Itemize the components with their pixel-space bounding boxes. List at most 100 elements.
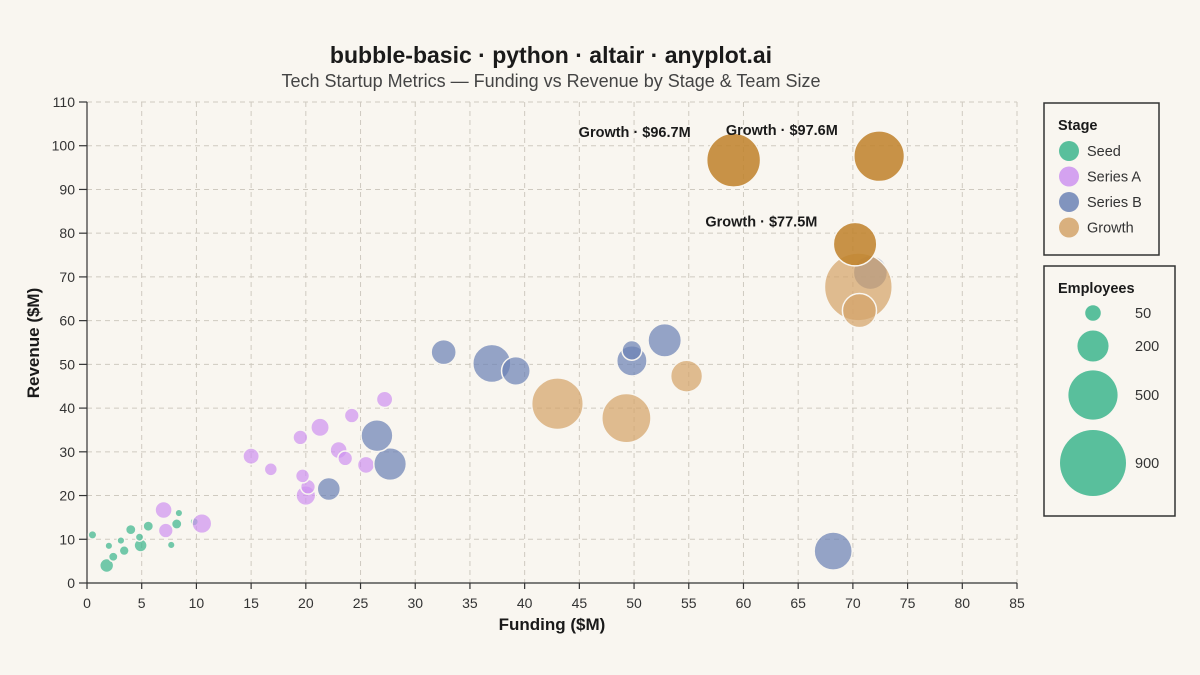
size-legend-label: 900 <box>1135 456 1159 472</box>
y-tick-label: 30 <box>59 444 75 460</box>
x-tick-label: 65 <box>790 595 806 611</box>
bubble-point[interactable] <box>157 522 174 539</box>
x-tick-label: 75 <box>900 595 916 611</box>
bubble-point[interactable] <box>116 536 126 546</box>
bubble-point[interactable] <box>373 446 408 482</box>
stage-legend-swatch <box>1059 141 1079 161</box>
bubble-point[interactable] <box>343 407 360 424</box>
bubble-point[interactable] <box>705 132 762 188</box>
x-tick-label: 35 <box>462 595 478 611</box>
stage-legend-label: Seed <box>1087 144 1121 160</box>
y-tick-label: 110 <box>53 94 76 110</box>
bubble-point[interactable] <box>813 531 853 571</box>
y-tick-label: 80 <box>59 225 75 241</box>
size-legend-title: Employees <box>1058 281 1135 297</box>
series-seed <box>87 508 200 574</box>
y-tick-label: 50 <box>59 356 75 372</box>
y-tick-label: 20 <box>59 488 75 504</box>
y-tick-label: 10 <box>59 531 75 547</box>
bubble-point[interactable] <box>621 339 643 361</box>
size-legend-label: 50 <box>1135 306 1151 322</box>
series-growth <box>530 130 906 444</box>
stage-legend: Stage Seed Series A Series B Growth <box>1043 102 1160 256</box>
bubble-point[interactable] <box>142 520 155 533</box>
y-axis-title: Revenue ($M) <box>24 288 43 399</box>
bubble-point[interactable] <box>170 518 183 530</box>
y-tick-label: 0 <box>67 575 75 591</box>
y-tick-label: 70 <box>59 269 75 285</box>
bubble-point[interactable] <box>118 544 130 557</box>
x-tick-label: 70 <box>845 595 861 611</box>
x-tick-label: 25 <box>353 595 369 611</box>
size-legend-swatch <box>1085 305 1101 321</box>
stage-legend-swatch <box>1059 217 1079 238</box>
bubble-point[interactable] <box>263 462 279 477</box>
bubble-point[interactable] <box>337 450 354 467</box>
bubble-point[interactable] <box>530 377 585 431</box>
stage-legend-swatch <box>1059 192 1079 212</box>
bubble-point[interactable] <box>104 541 114 551</box>
tick-labels: 0 5 10 15 20 25 30 35 40 45 50 55 60 65 70 75 80 85 0 10 20 3… <box>52 94 1025 611</box>
y-tick-label: 90 <box>59 181 75 197</box>
bubble-point[interactable] <box>430 338 457 366</box>
annotation-label: Growth · $96.7M <box>579 125 691 141</box>
bubble-point[interactable] <box>669 359 704 393</box>
stage-legend-label: Series B <box>1087 195 1142 211</box>
y-tick-label: 100 <box>52 138 76 154</box>
bubble-point[interactable] <box>647 322 683 358</box>
chart-subtitle: Tech Startup Metrics — Funding vs Revenu… <box>282 71 821 91</box>
size-legend-label: 500 <box>1135 388 1159 404</box>
bubbles <box>87 130 906 574</box>
chart-title: bubble-basic · python · altair · anyplot… <box>330 42 772 68</box>
series-series-a <box>154 390 394 539</box>
bubble-point[interactable] <box>832 221 878 267</box>
bubble-point[interactable] <box>375 390 394 409</box>
bubble-point[interactable] <box>360 418 394 453</box>
bubble-point[interactable] <box>166 540 176 550</box>
bubble-point[interactable] <box>242 447 261 466</box>
annotations: Growth · $97.6M Growth · $96.7M Growth · $… <box>579 123 838 230</box>
bubble-point[interactable] <box>316 476 342 502</box>
bubble-point[interactable] <box>310 417 331 438</box>
x-tick-label: 30 <box>407 595 423 611</box>
bubble-point[interactable] <box>174 508 184 518</box>
x-tick-label: 60 <box>736 595 752 611</box>
bubble-point[interactable] <box>191 512 213 535</box>
x-axis-title: Funding ($M) <box>499 615 606 634</box>
size-legend-swatch <box>1077 330 1109 362</box>
x-tick-label: 80 <box>955 595 971 611</box>
bubble-point[interactable] <box>292 429 309 446</box>
y-tick-label: 60 <box>59 313 75 329</box>
bubble-point[interactable] <box>124 523 137 536</box>
size-legend: Employees 50 200 500 900 <box>1043 265 1176 517</box>
x-tick-label: 10 <box>189 595 205 611</box>
x-tick-label: 15 <box>243 595 259 611</box>
x-tick-label: 5 <box>138 595 146 611</box>
bubble-point[interactable] <box>134 532 145 542</box>
x-tick-label: 55 <box>681 595 697 611</box>
bubble-point[interactable] <box>107 551 119 563</box>
bubble-point[interactable] <box>154 500 173 520</box>
bubble-point[interactable] <box>500 355 531 387</box>
x-tick-label: 20 <box>298 595 314 611</box>
size-legend-label: 200 <box>1135 339 1159 355</box>
x-tick-label: 50 <box>626 595 642 611</box>
y-tick-label: 40 <box>59 400 75 416</box>
bubble-point[interactable] <box>98 557 115 574</box>
bubble-point[interactable] <box>356 455 376 475</box>
stage-legend-label: Series A <box>1087 170 1141 186</box>
annotation-label: Growth · $97.6M <box>726 123 838 139</box>
bubble-point[interactable] <box>853 130 906 183</box>
stage-legend-title: Stage <box>1058 118 1098 134</box>
bubble-point[interactable] <box>87 529 98 540</box>
bubble-point[interactable] <box>601 392 652 444</box>
size-legend-swatch <box>1060 430 1126 496</box>
stage-legend-label: Growth <box>1087 221 1134 237</box>
bubble-point[interactable] <box>841 292 878 329</box>
bubble-point[interactable] <box>294 468 311 484</box>
size-legend-swatch <box>1068 370 1118 420</box>
x-tick-label: 0 <box>83 595 91 611</box>
axes <box>86 102 1017 584</box>
x-tick-label: 45 <box>572 595 588 611</box>
